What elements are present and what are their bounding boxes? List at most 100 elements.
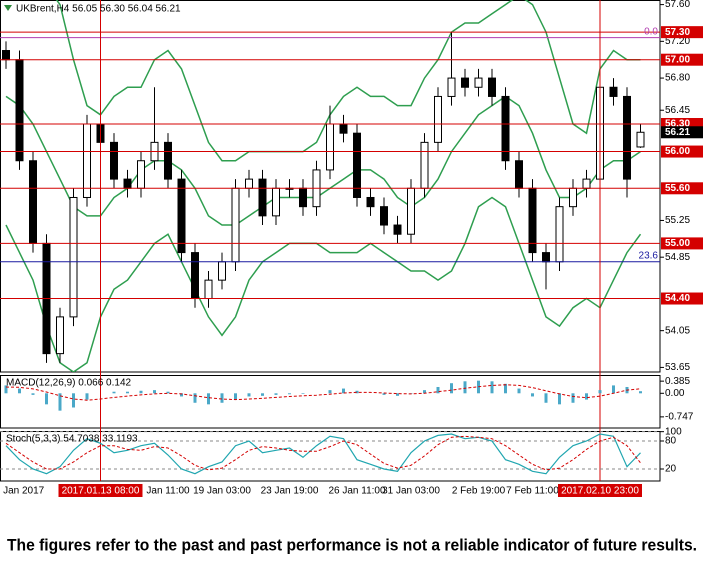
y-tick-label: 0.385 bbox=[665, 376, 690, 387]
macd-bar bbox=[585, 393, 588, 400]
candle-body bbox=[555, 206, 564, 263]
macd-bar bbox=[558, 393, 561, 405]
candle-body bbox=[231, 187, 240, 263]
candle-body bbox=[204, 279, 213, 300]
candle-body bbox=[326, 123, 334, 171]
bollinger-band bbox=[5, 196, 642, 372]
macd-signal bbox=[5, 384, 641, 401]
x-tick-label: 26 Jan 11:00 bbox=[328, 486, 386, 497]
macd-bar bbox=[180, 393, 183, 397]
macd-title: MACD(12,26,9) 0.066 0.142 bbox=[6, 378, 132, 389]
candle-body bbox=[218, 261, 226, 281]
symbol-icon bbox=[4, 5, 12, 11]
x-tick-label: 23 Jan 19:00 bbox=[261, 486, 319, 497]
candle-body bbox=[447, 77, 456, 97]
macd-bar bbox=[126, 391, 129, 394]
macd-bar bbox=[234, 393, 237, 400]
candle-body bbox=[353, 132, 361, 198]
y-tick-label: 0.00 bbox=[665, 388, 685, 399]
macd-bar bbox=[355, 390, 359, 394]
candle-body bbox=[582, 178, 591, 189]
level-label: 54.40 bbox=[665, 293, 690, 304]
macd-bar bbox=[288, 393, 291, 395]
macd-bar bbox=[450, 383, 453, 394]
level-label-box bbox=[661, 53, 703, 66]
candle-body bbox=[488, 77, 496, 97]
macd-bar bbox=[207, 393, 210, 405]
y-tick-label: 54.85 bbox=[665, 252, 690, 263]
candle-body bbox=[474, 77, 483, 88]
candle-body bbox=[177, 178, 186, 254]
current-price-box bbox=[661, 126, 703, 139]
candle-body bbox=[339, 123, 348, 134]
x-tick-label: 19 Jan 03:00 bbox=[193, 486, 251, 497]
level-label: 56.30 bbox=[665, 119, 690, 130]
candle-body bbox=[636, 131, 645, 148]
level-label: 56.00 bbox=[665, 146, 690, 157]
macd-bar bbox=[423, 390, 426, 394]
disclaimer: The figures refer to the past and past p… bbox=[7, 535, 697, 554]
x-tick-label: 2017.02.10 23:00 bbox=[561, 486, 639, 497]
macd-bar bbox=[45, 393, 48, 405]
candle-body bbox=[272, 187, 280, 217]
y-tick-label: 56.45 bbox=[665, 105, 690, 116]
candle-body bbox=[245, 178, 253, 189]
candle-body bbox=[501, 95, 510, 162]
x-tick-label: 2017.01.13 08:00 bbox=[62, 486, 140, 497]
stoch-main bbox=[5, 433, 641, 475]
bollinger-band bbox=[55, 0, 641, 162]
macd-bar bbox=[396, 393, 399, 396]
macd-bar bbox=[544, 393, 548, 403]
price-panel-frame bbox=[0, 0, 661, 373]
macd-bar bbox=[166, 391, 170, 394]
y-tick-label: 56.80 bbox=[665, 73, 690, 84]
level-label-box bbox=[661, 26, 703, 39]
y-tick-label: 54.05 bbox=[665, 325, 690, 336]
x-label-box bbox=[58, 484, 143, 497]
candle-body bbox=[15, 59, 24, 162]
level-label-box bbox=[661, 292, 703, 305]
macd-bar bbox=[18, 388, 21, 394]
y-tick-label: 80 bbox=[665, 436, 677, 447]
candle-body bbox=[623, 95, 631, 180]
candle-body bbox=[407, 187, 415, 235]
macd-bar bbox=[112, 391, 116, 394]
macd-bar bbox=[193, 393, 197, 403]
candle-body bbox=[2, 50, 10, 61]
candle-body bbox=[434, 95, 442, 143]
candle-body bbox=[164, 141, 172, 180]
candle-body bbox=[258, 178, 267, 217]
candle-body bbox=[515, 160, 523, 189]
macd-bar bbox=[139, 390, 143, 394]
y-tick-label: 53.65 bbox=[665, 362, 690, 373]
candle-body bbox=[569, 187, 577, 208]
x-tick-label: Jan 11:00 bbox=[146, 486, 190, 497]
level-label-box bbox=[661, 182, 703, 195]
x-tick-label: 2 Feb 19:00 bbox=[452, 486, 506, 497]
candle-body bbox=[380, 206, 388, 226]
candle-body bbox=[110, 141, 118, 180]
macd-bar bbox=[31, 393, 35, 395]
candle-body bbox=[29, 160, 37, 244]
level-label: 57.00 bbox=[665, 54, 690, 65]
fib-label: 23.6 bbox=[639, 250, 659, 261]
price-title: UKBrent,H4 56.05 56.30 56.04 56.21 bbox=[16, 4, 181, 15]
macd-bar bbox=[328, 390, 332, 394]
candle-body bbox=[299, 187, 307, 208]
candle-body bbox=[366, 196, 375, 208]
macd-bar bbox=[153, 390, 156, 394]
macd-bar bbox=[571, 393, 575, 403]
candle-body bbox=[137, 160, 145, 189]
y-tick-label: 57.60 bbox=[665, 0, 690, 10]
level-label-box bbox=[661, 145, 703, 158]
bollinger-band bbox=[5, 95, 641, 226]
macd-bar bbox=[72, 393, 75, 408]
level-label: 55.00 bbox=[665, 238, 690, 249]
candle-body bbox=[393, 224, 402, 235]
macd-bar bbox=[490, 381, 494, 394]
macd-bar bbox=[504, 383, 507, 394]
stoch-signal bbox=[5, 435, 641, 471]
macd-panel-frame bbox=[0, 375, 661, 429]
candle-body bbox=[420, 141, 429, 189]
